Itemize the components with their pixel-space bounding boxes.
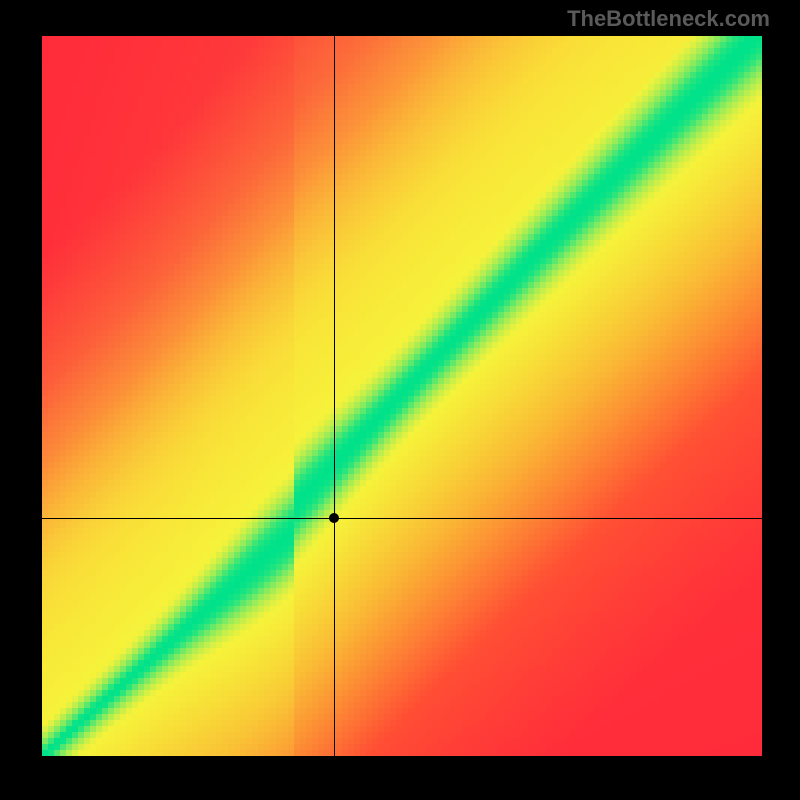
chart-frame: TheBottleneck.com [0, 0, 800, 800]
plot-area [42, 36, 762, 756]
heatmap-canvas [42, 36, 762, 756]
crosshair-horizontal [42, 518, 762, 519]
watermark-text: TheBottleneck.com [567, 6, 770, 32]
data-point-marker [329, 513, 339, 523]
crosshair-vertical [334, 36, 335, 756]
